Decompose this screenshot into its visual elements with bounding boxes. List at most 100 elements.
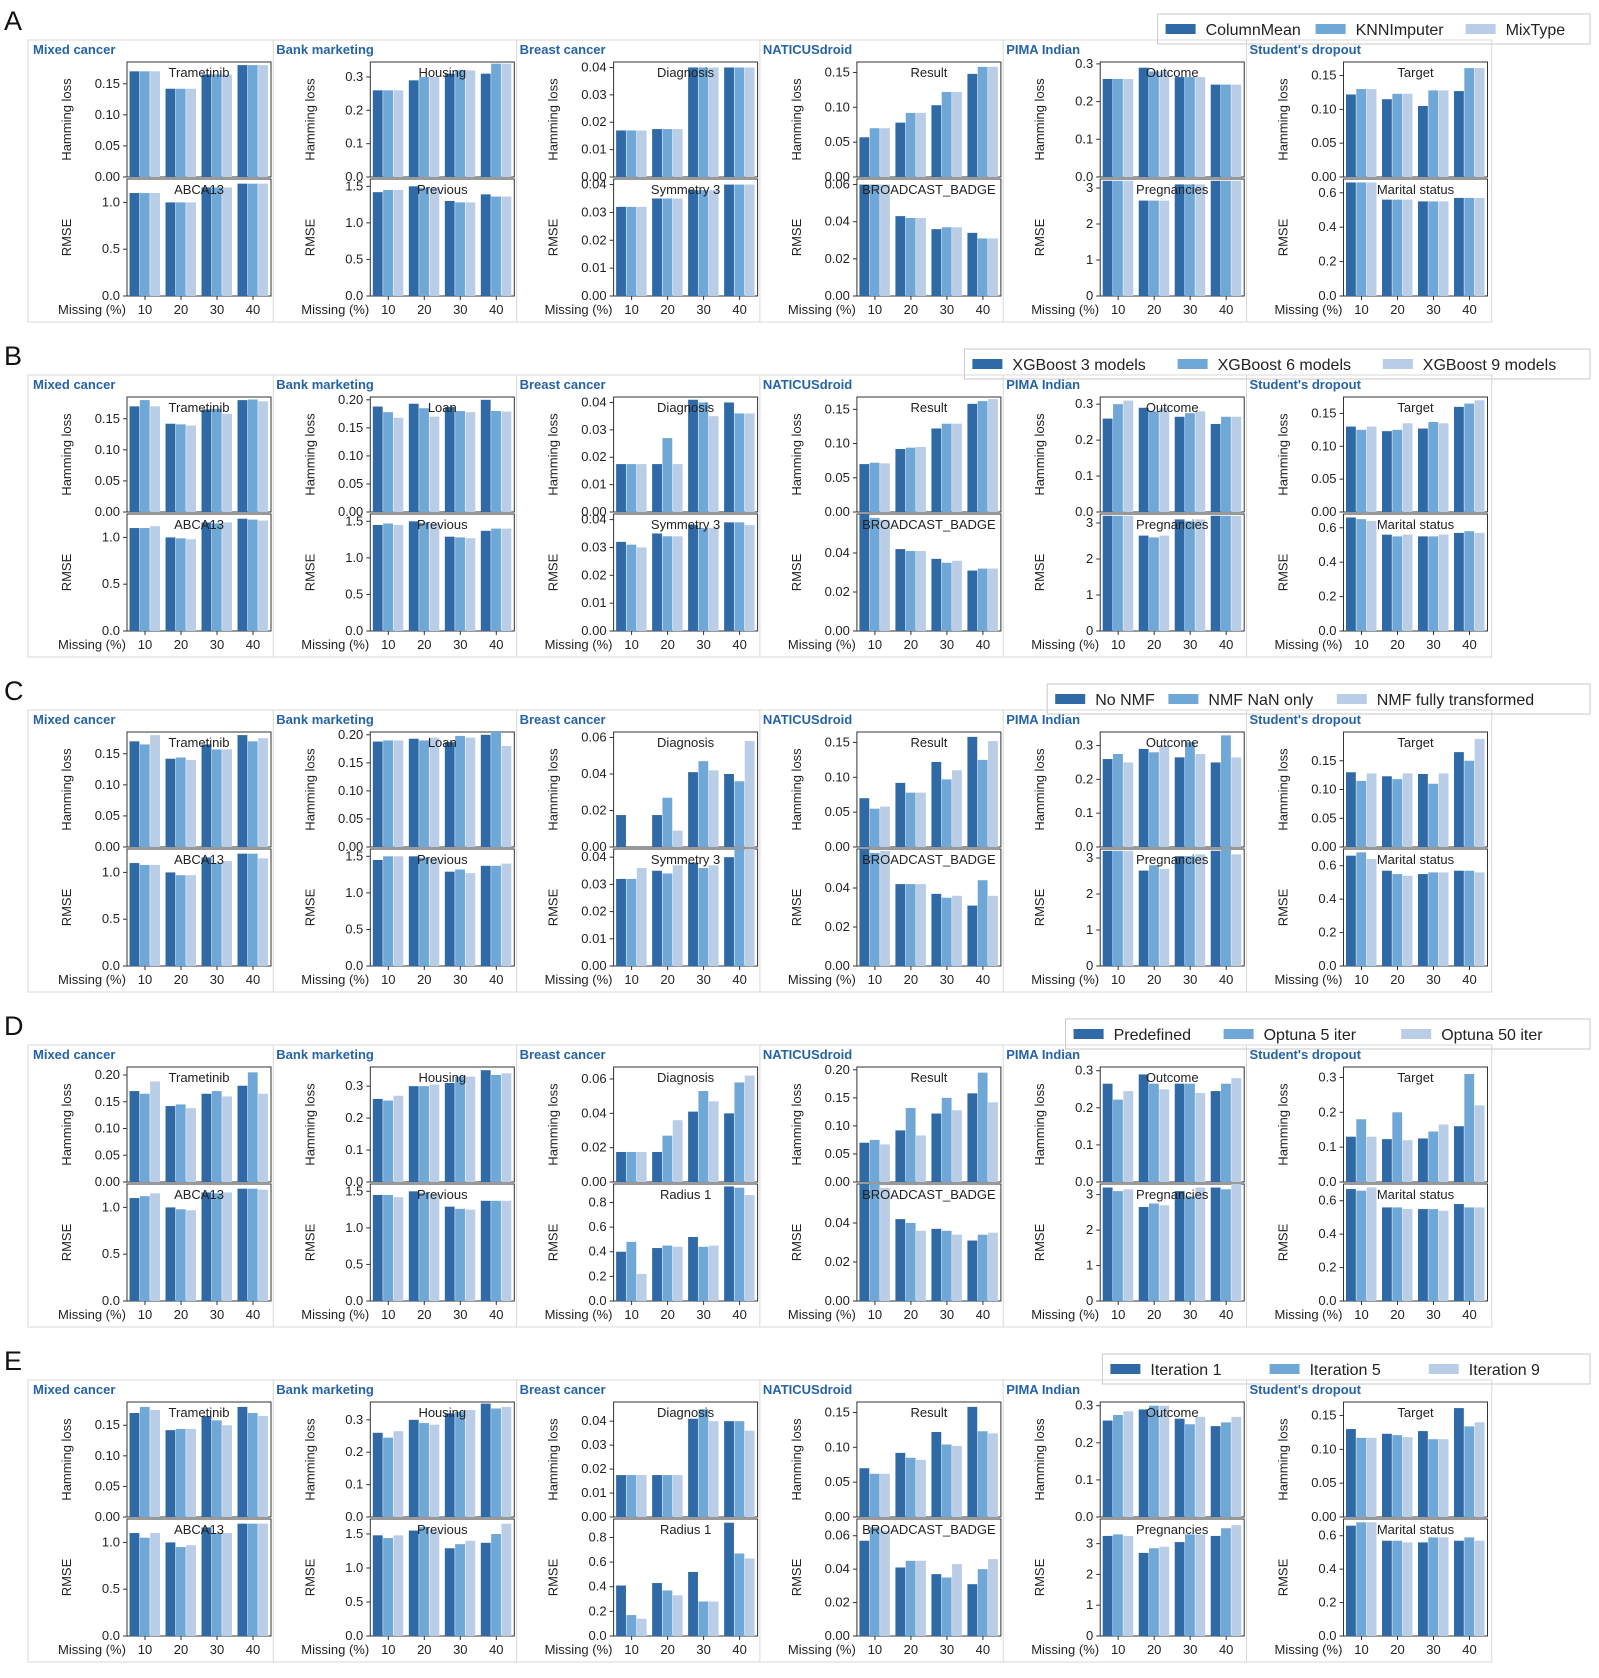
y-tick-label: 0.02 [581, 1461, 606, 1476]
dataset-title: Breast cancer [520, 377, 606, 392]
bar [1231, 1525, 1242, 1636]
plot-frame [613, 1518, 759, 1637]
dataset-title: Mixed cancer [33, 712, 115, 727]
bar [724, 67, 734, 177]
bar [967, 1240, 978, 1301]
bar [859, 464, 870, 512]
legend-box [1101, 1353, 1591, 1385]
bar [636, 130, 647, 177]
bar [455, 411, 465, 512]
bar [916, 792, 926, 847]
subplot-label: Previous [417, 1522, 468, 1537]
x-tick-label: 20 [1147, 302, 1161, 317]
x-axis-label: Missing (%) [301, 1307, 369, 1322]
bar [1382, 431, 1392, 512]
bar [455, 1076, 465, 1182]
bar [429, 416, 440, 512]
bar [931, 1431, 942, 1517]
subplot-label: Diagnosis [657, 65, 715, 80]
bar [905, 447, 916, 512]
subplot-label: Loan [428, 735, 457, 750]
y-tick-label: 0.0 [102, 1293, 120, 1308]
y-tick-label: 0.4 [1318, 1561, 1336, 1576]
bar [1138, 1207, 1149, 1301]
x-tick-label: 30 [453, 302, 467, 317]
bar [1402, 773, 1413, 847]
bar [916, 112, 926, 177]
bar [1392, 429, 1403, 512]
bar [247, 65, 258, 177]
bar [895, 216, 906, 296]
x-tick-label: 10 [381, 302, 395, 317]
bar [1474, 1422, 1485, 1517]
x-tick-label: 10 [624, 637, 638, 652]
bar [636, 1151, 647, 1182]
bar [662, 438, 673, 512]
bar [480, 1070, 491, 1182]
y-tick-label: 0.5 [102, 576, 120, 591]
bar [1123, 1189, 1134, 1301]
dataset-title: Breast cancer [520, 1047, 606, 1062]
bar [222, 413, 232, 512]
x-axis-label: Missing (%) [788, 637, 856, 652]
bar [688, 1236, 698, 1301]
bar [186, 759, 196, 847]
bar [247, 519, 258, 631]
subplot-label: Target [1397, 1405, 1434, 1420]
y-tick-label: 0.10 [1311, 438, 1336, 453]
bar [905, 112, 916, 177]
bar [672, 865, 683, 966]
bar [952, 423, 962, 512]
y-tick-label: 2 [1086, 886, 1093, 901]
bar [977, 1431, 988, 1517]
bar [1464, 531, 1475, 631]
bar [222, 187, 232, 296]
bar [1464, 870, 1475, 966]
y-tick-label: 0.6 [589, 1554, 607, 1569]
bar [1464, 68, 1475, 177]
bar [1356, 852, 1367, 966]
bar [1382, 1433, 1392, 1517]
bar [941, 423, 952, 512]
y-axis-label: RMSE [1032, 888, 1047, 926]
y-tick-label: 0.00 [1311, 169, 1336, 184]
bar [429, 858, 440, 966]
bar [744, 849, 755, 966]
bar [247, 1188, 258, 1301]
y-tick-label: 0.02 [825, 584, 850, 599]
bar [465, 1410, 476, 1517]
y-tick-label: 0.0 [102, 288, 120, 303]
y-tick-label: 0.15 [338, 420, 363, 435]
bar [1185, 1424, 1195, 1517]
bar [455, 202, 465, 296]
x-tick-label: 40 [1462, 637, 1476, 652]
y-tick-label: 0.00 [581, 169, 606, 184]
bar [186, 88, 196, 177]
bar [988, 1559, 998, 1636]
plot-frame [1343, 1518, 1488, 1637]
y-tick-label: 0.04 [581, 766, 606, 781]
bar [869, 1184, 880, 1301]
y-axis-label: Hamming loss [59, 748, 74, 831]
bar [1438, 423, 1449, 512]
bar [237, 735, 248, 847]
y-tick-label: 0.0 [1318, 623, 1336, 638]
y-axis-label: RMSE [546, 888, 561, 926]
y-tick-label: 0.01 [581, 1485, 606, 1500]
y-tick-label: 0.0 [102, 1628, 120, 1643]
bar [1113, 1099, 1123, 1182]
bar [916, 551, 926, 631]
bar [1464, 1207, 1475, 1301]
bar [1221, 1083, 1231, 1182]
bar [952, 1564, 962, 1636]
y-tick-label: 1.5 [345, 513, 363, 528]
panel-letter: A [4, 6, 22, 36]
bar [429, 1530, 440, 1636]
x-axis-label: Missing (%) [1031, 1642, 1099, 1657]
y-tick-label: 0.4 [1318, 891, 1336, 906]
y-tick-label: 0.0 [589, 1628, 607, 1643]
bar [916, 446, 926, 512]
x-tick-label: 40 [1462, 972, 1476, 987]
bar [201, 1416, 212, 1517]
bar [175, 1104, 186, 1182]
